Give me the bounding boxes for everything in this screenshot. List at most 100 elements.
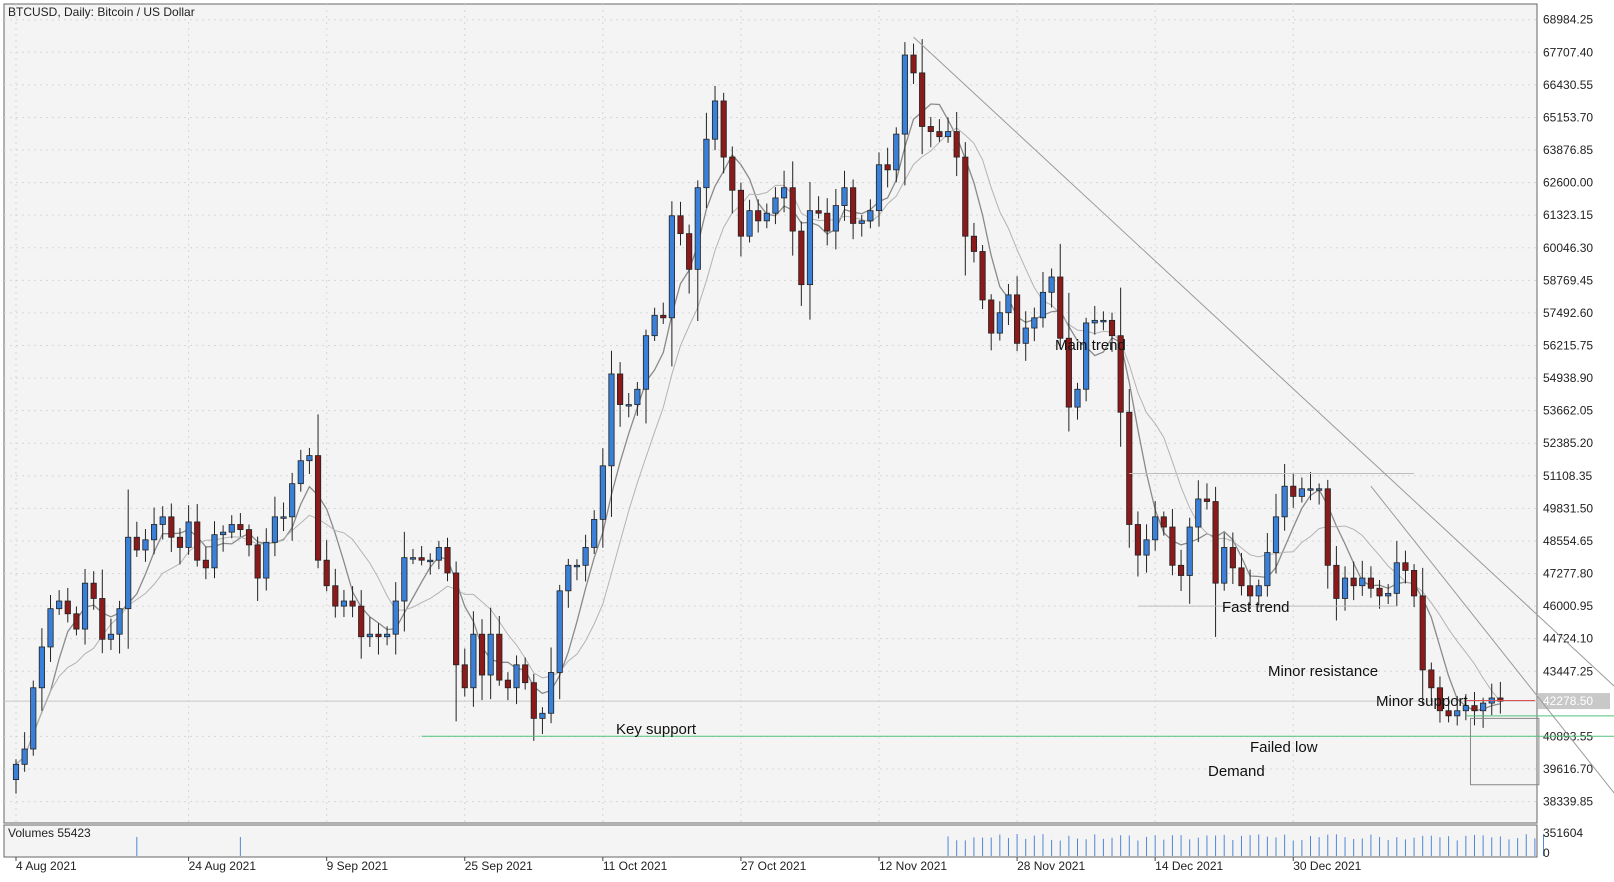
candle (1195, 480, 1202, 543)
candle-body-bear (202, 559, 209, 569)
candle-body-bear (90, 582, 97, 599)
x-tick-label: 27 Oct 2021 (741, 859, 807, 873)
candle-body-bull (608, 373, 615, 467)
candle (1022, 311, 1029, 361)
candles (12, 39, 1504, 794)
candle-body-bull (703, 138, 710, 189)
candle-body-bear (522, 664, 529, 684)
candle-body-bull (280, 516, 287, 519)
candle (418, 545, 425, 566)
candle-body-bear (660, 314, 667, 319)
candle (780, 170, 788, 213)
candle (573, 559, 581, 581)
candle-body-bear (1333, 564, 1340, 599)
candle-body-bull (38, 646, 45, 689)
candle (1074, 382, 1081, 420)
candle (1005, 283, 1012, 326)
candle (151, 507, 158, 555)
candle-body-bear (314, 455, 322, 561)
candle (461, 648, 468, 697)
candle (711, 85, 719, 151)
candle-body-bear (936, 131, 943, 138)
candle (1307, 472, 1314, 501)
candle-body-bull (228, 524, 235, 533)
candle-body-bull (1048, 276, 1055, 293)
annotation-label: Demand (1208, 763, 1265, 780)
x-tick-label: 28 Nov 2021 (1017, 859, 1085, 873)
candle-body-bull (1341, 577, 1349, 599)
candle-body-bear (1324, 488, 1331, 566)
candle (668, 201, 675, 367)
candle-body-bear (496, 633, 503, 681)
candle-body-bull (384, 633, 391, 638)
candle (1445, 696, 1452, 723)
candle (1212, 486, 1219, 637)
candle-body-bear (358, 605, 365, 638)
candle (1117, 287, 1124, 447)
y-tick-label: 51108.35 (1543, 469, 1592, 483)
y-tick-label: 42278.50 (1543, 694, 1593, 708)
candle-body-bear (64, 600, 71, 615)
candle (651, 307, 658, 341)
annotation-label: Minor support (1376, 693, 1469, 710)
candle (1385, 584, 1392, 605)
candle-body-bear (815, 210, 822, 214)
candle-body-bear (686, 233, 693, 270)
candle-body-bull (539, 712, 546, 719)
x-tick-label: 9 Sep 2021 (327, 859, 389, 873)
candle-body-bull (1281, 485, 1288, 518)
candle (910, 43, 917, 84)
candle (211, 521, 218, 579)
candle (1471, 691, 1478, 726)
candle (1436, 676, 1444, 723)
annotation-label: Key support (616, 721, 697, 738)
candle-body-bull (297, 460, 304, 485)
candle-body-bull (651, 314, 658, 337)
candle (1255, 579, 1262, 608)
candle (358, 590, 365, 659)
candle (496, 616, 503, 686)
candle-body-bull (1255, 585, 1262, 597)
candle-body-bull (513, 664, 520, 689)
candle (444, 537, 451, 582)
candle-body-bull (1307, 488, 1314, 491)
candle-body-bull (944, 131, 952, 138)
candle (1324, 479, 1331, 589)
candle (1221, 532, 1228, 591)
candle-body-bear (1057, 276, 1064, 339)
candle (245, 524, 253, 557)
candle (332, 568, 339, 618)
candle (47, 594, 54, 662)
candle-body-bull (1083, 322, 1090, 390)
candle (323, 540, 330, 592)
candle (875, 152, 883, 227)
candle (660, 302, 667, 324)
x-tick-label: 24 Aug 2021 (189, 859, 257, 873)
candle-body-bull (780, 187, 788, 199)
candle (1359, 560, 1366, 596)
candle-body-bear (1212, 501, 1219, 584)
candle-body-bear (1134, 524, 1141, 556)
candle-body-bear (919, 72, 926, 127)
candle (677, 201, 684, 246)
candle (1057, 243, 1064, 350)
candle (988, 294, 995, 351)
candle (953, 111, 960, 177)
candle-body-bull (30, 687, 37, 750)
candle (125, 489, 132, 649)
candle (1143, 524, 1150, 573)
candle-body-bear (1126, 411, 1133, 525)
candle-body-bull (289, 483, 296, 518)
candle (470, 611, 477, 707)
candle (1281, 464, 1288, 531)
y-tick-label: 44724.10 (1543, 632, 1593, 646)
candle (686, 224, 693, 294)
candle-body-bear (1428, 669, 1435, 689)
x-tick-label: 25 Sep 2021 (465, 859, 533, 873)
candle (1238, 552, 1245, 596)
x-tick-label: 14 Dec 2021 (1155, 859, 1223, 873)
candle (729, 146, 736, 214)
volume-axis-zero: 0 (1543, 846, 1550, 860)
candle-body-bear (1445, 710, 1452, 717)
